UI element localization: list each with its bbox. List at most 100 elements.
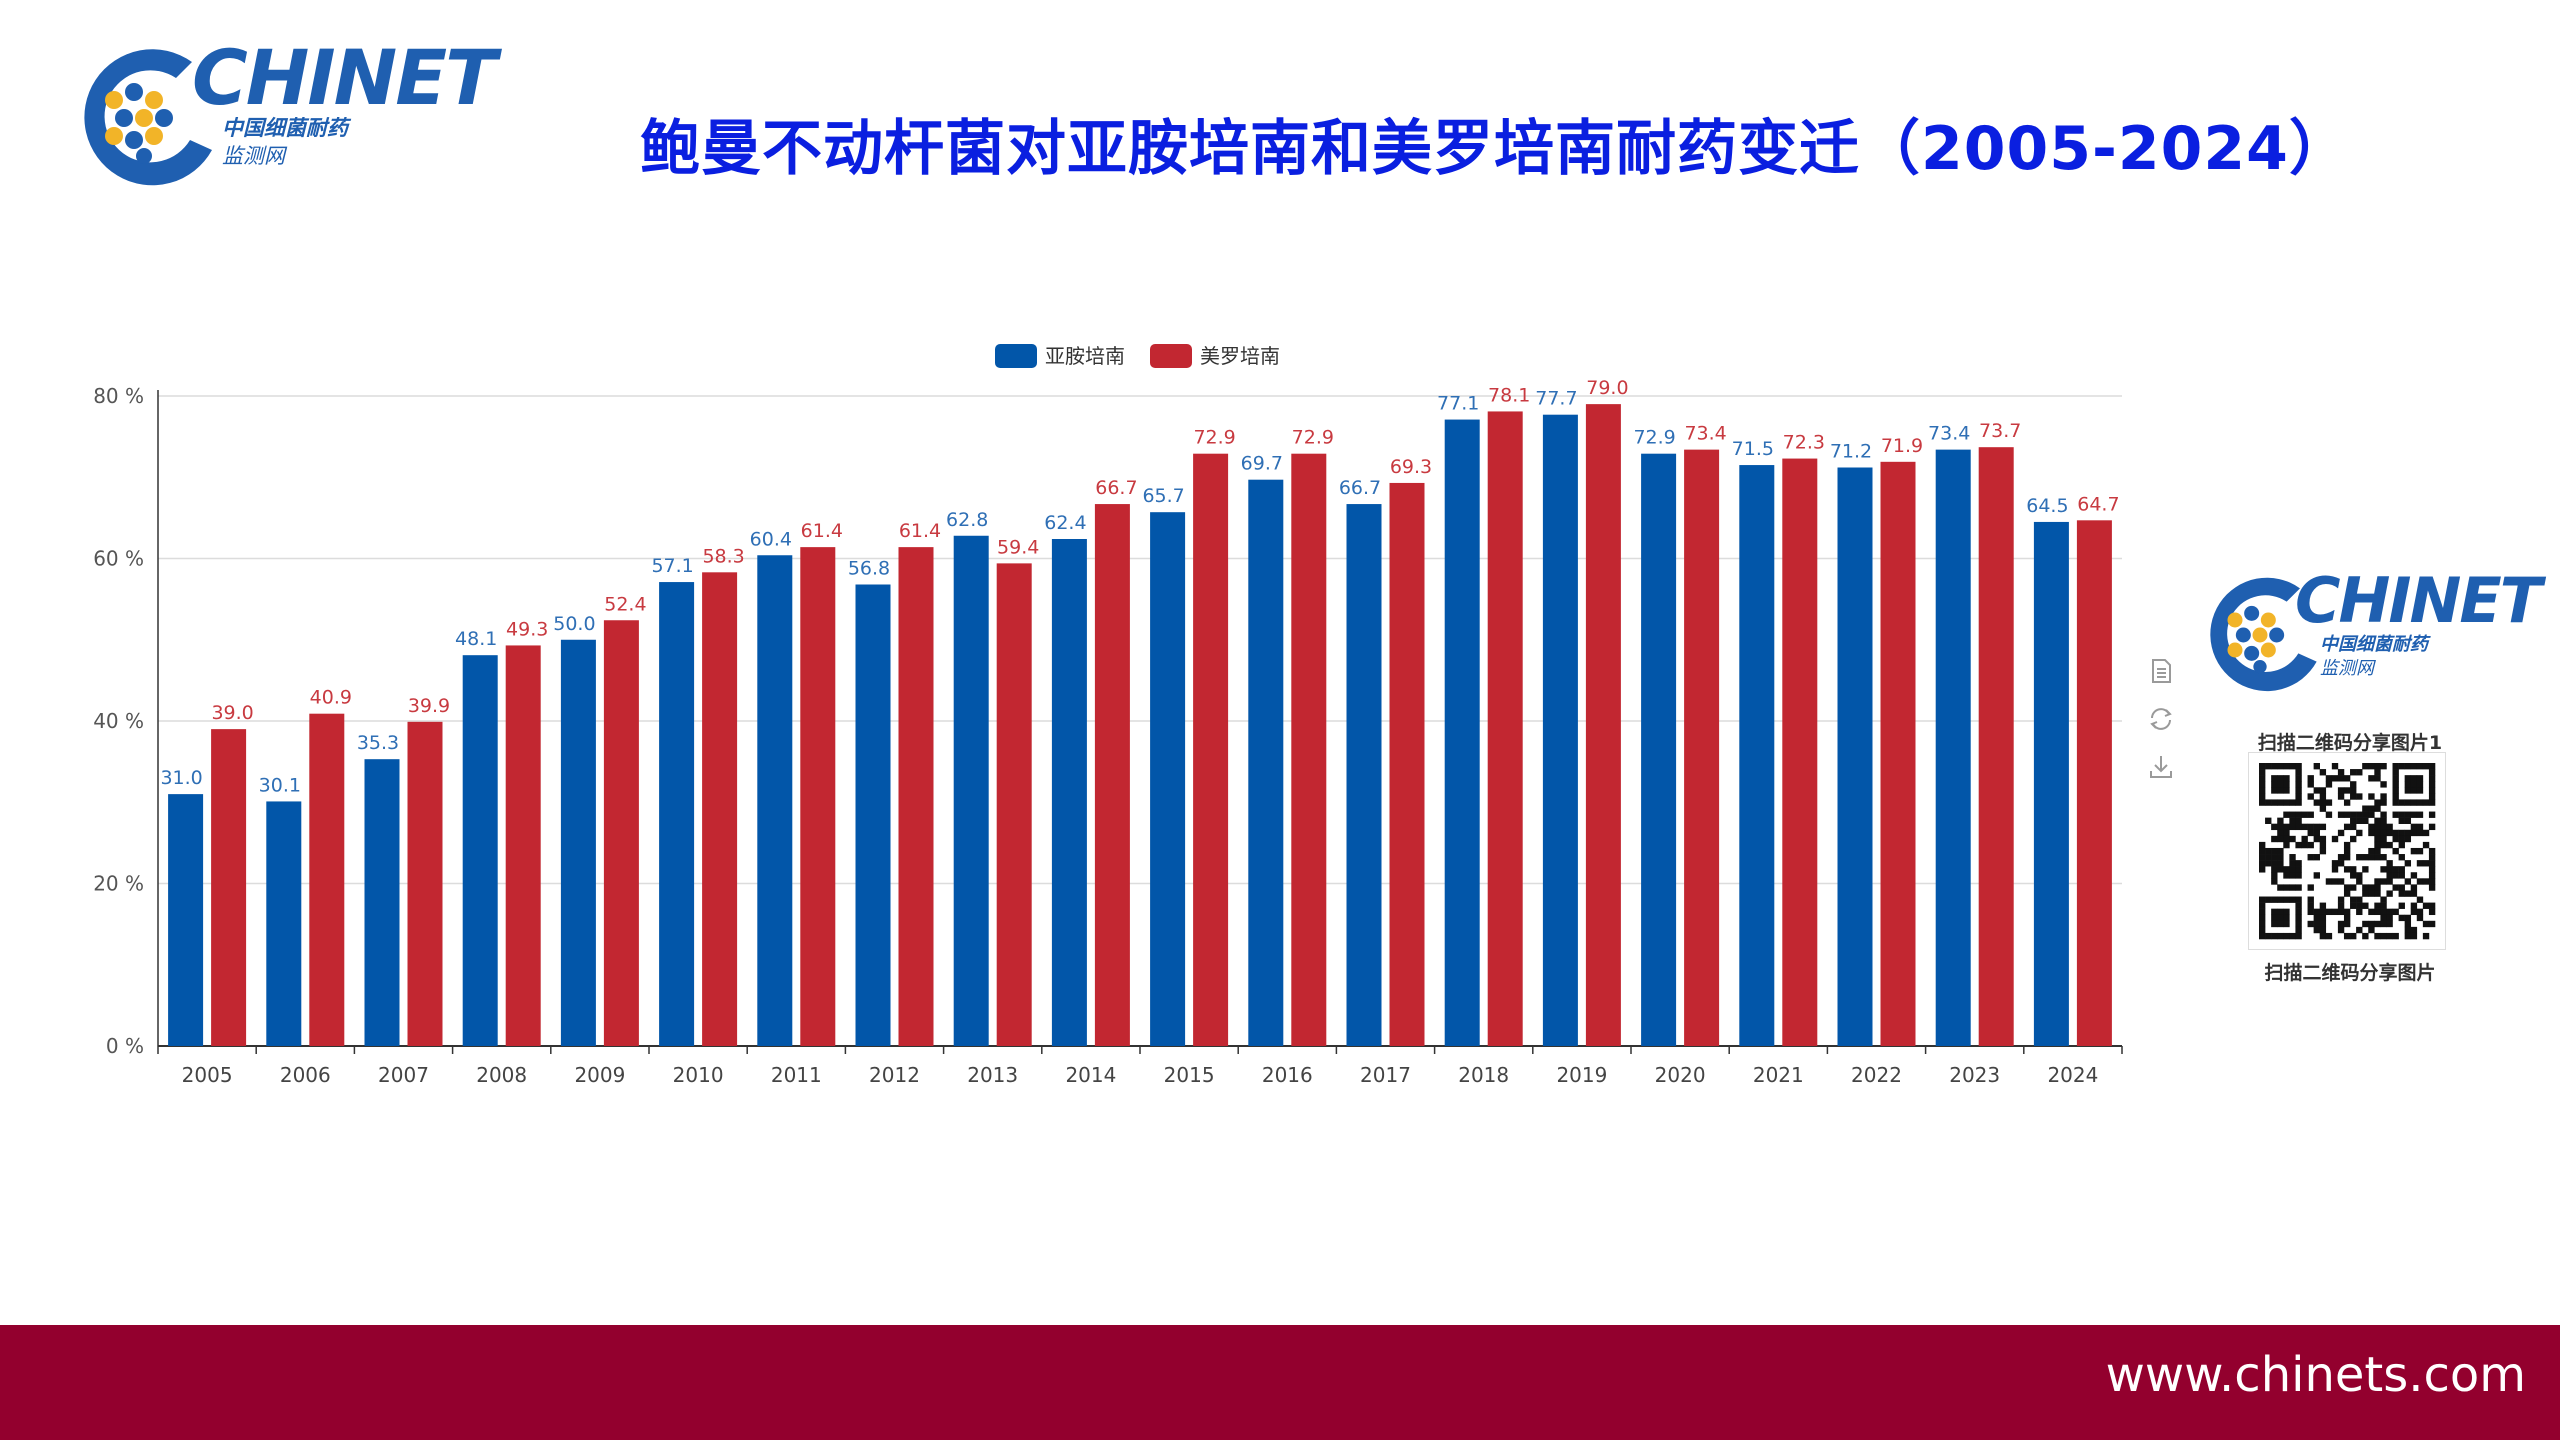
data-label-imipenem: 48.1 <box>455 628 497 650</box>
bar-meropenem <box>1193 453 1229 1046</box>
data-label-imipenem: 31.0 <box>160 767 202 789</box>
footer-url[interactable]: www.chinets.com <box>2105 1347 2526 1403</box>
bar-imipenem <box>560 639 596 1046</box>
data-label-meropenem: 64.7 <box>2077 493 2119 515</box>
bar-meropenem <box>1291 453 1327 1046</box>
bar-imipenem <box>1248 479 1284 1046</box>
bar-meropenem <box>996 563 1032 1046</box>
bar-meropenem <box>898 547 934 1046</box>
legend-label: 美罗培南 <box>1200 344 1280 368</box>
x-tick-label: 2023 <box>1949 1063 2000 1087</box>
bar-imipenem <box>1739 465 1775 1046</box>
qr-code-icon <box>2259 763 2436 940</box>
data-label-meropenem: 61.4 <box>801 520 843 542</box>
bar-meropenem <box>1684 449 1720 1046</box>
data-label-meropenem: 39.9 <box>408 695 450 717</box>
bar-meropenem <box>800 547 836 1046</box>
data-label-meropenem: 59.4 <box>997 536 1039 558</box>
data-label-imipenem: 56.8 <box>848 558 890 580</box>
x-tick-label: 2022 <box>1851 1063 1902 1087</box>
data-label-meropenem: 66.7 <box>1095 477 1137 499</box>
bar-meropenem <box>1978 447 2014 1046</box>
bar-imipenem <box>364 759 400 1046</box>
bar-imipenem <box>266 801 302 1046</box>
save-image-icon[interactable] <box>2146 752 2176 782</box>
bar-meropenem <box>1094 504 1130 1046</box>
bar-imipenem <box>1837 467 1873 1046</box>
y-tick-label: 20 % <box>93 872 144 896</box>
restore-icon[interactable] <box>2146 704 2176 734</box>
bar-meropenem <box>1487 411 1523 1046</box>
data-label-imipenem: 72.9 <box>1633 427 1675 449</box>
data-label-meropenem: 49.3 <box>506 618 548 640</box>
bar-meropenem <box>1585 404 1621 1046</box>
data-label-meropenem: 73.4 <box>1684 423 1726 445</box>
qr-caption-top: 扫描二维码分享图片1 <box>2257 732 2443 754</box>
x-tick-label: 2015 <box>1164 1063 1215 1087</box>
legend-swatch <box>1150 344 1192 368</box>
y-tick-label: 0 % <box>106 1034 144 1058</box>
data-label-meropenem: 40.9 <box>310 687 352 709</box>
x-tick-label: 2018 <box>1458 1063 1509 1087</box>
x-tick-label: 2010 <box>673 1063 724 1087</box>
bar-imipenem <box>1641 453 1677 1046</box>
logo-subtitle-2: 监测网 <box>222 144 285 168</box>
logo-subtitle: 中国细菌耐药 <box>2320 634 2428 655</box>
bar-imipenem <box>1150 512 1186 1046</box>
bar-imipenem <box>953 535 989 1046</box>
logo-wordmark: CHINET <box>192 33 497 122</box>
chinet-logo: CHINET 中国细菌耐药 监测网 <box>72 40 497 190</box>
bar-imipenem <box>757 555 793 1046</box>
data-label-imipenem: 65.7 <box>1142 485 1184 507</box>
x-tick-label: 2011 <box>771 1063 822 1087</box>
y-tick-label: 80 % <box>93 384 144 408</box>
bar-imipenem <box>462 655 498 1046</box>
data-label-imipenem: 50.0 <box>553 613 595 635</box>
data-label-imipenem: 73.4 <box>1928 423 1970 445</box>
bar-meropenem <box>1880 461 1916 1046</box>
bar-meropenem <box>211 729 247 1046</box>
data-label-meropenem: 39.0 <box>211 702 253 724</box>
legend-label: 亚胺培南 <box>1045 344 1125 368</box>
bar-meropenem <box>603 620 639 1046</box>
qr-code[interactable] <box>2248 752 2446 950</box>
data-label-meropenem: 69.3 <box>1390 456 1432 478</box>
y-tick-label: 40 % <box>93 709 144 733</box>
data-label-imipenem: 71.5 <box>1732 438 1774 460</box>
data-label-imipenem: 57.1 <box>651 555 693 577</box>
data-label-meropenem: 73.7 <box>1979 420 2021 442</box>
bar-imipenem <box>168 794 204 1046</box>
bar-imipenem <box>1935 449 1971 1046</box>
data-label-imipenem: 71.2 <box>1830 441 1872 463</box>
bar-meropenem <box>407 721 443 1046</box>
x-tick-label: 2014 <box>1065 1063 1116 1087</box>
data-label-meropenem: 61.4 <box>899 520 941 542</box>
page-title: 鲍曼不动杆菌对亚胺培南和美罗培南耐药变迁（2005-2024） <box>640 114 2350 184</box>
data-label-imipenem: 60.4 <box>750 528 792 550</box>
footer-bar: www.chinets.com <box>0 1325 2560 1440</box>
data-label-meropenem: 79.0 <box>1586 377 1628 399</box>
x-tick-label: 2008 <box>476 1063 527 1087</box>
logo-globe-icon <box>2210 577 2317 692</box>
data-label-meropenem: 71.9 <box>1881 435 1923 457</box>
data-label-imipenem: 35.3 <box>357 732 399 754</box>
data-label-meropenem: 78.1 <box>1488 384 1530 406</box>
x-tick-label: 2019 <box>1556 1063 1607 1087</box>
data-label-imipenem: 30.1 <box>259 774 301 796</box>
bar-meropenem <box>1389 482 1425 1046</box>
x-tick-label: 2024 <box>2047 1063 2098 1087</box>
data-label-imipenem: 66.7 <box>1339 477 1381 499</box>
bar-meropenem <box>702 572 738 1046</box>
x-tick-label: 2006 <box>280 1063 331 1087</box>
logo-subtitle-2: 监测网 <box>2320 658 2374 679</box>
x-tick-label: 2005 <box>182 1063 233 1087</box>
data-label-meropenem: 72.9 <box>1292 427 1334 449</box>
x-tick-label: 2013 <box>967 1063 1018 1087</box>
x-tick-label: 2020 <box>1655 1063 1706 1087</box>
logo-subtitle: 中国细菌耐药 <box>222 116 348 140</box>
data-view-icon[interactable] <box>2146 656 2176 686</box>
data-label-imipenem: 64.5 <box>2026 495 2068 517</box>
legend-swatch <box>995 344 1037 368</box>
bar-imipenem <box>1346 504 1382 1046</box>
qr-caption-bottom: 扫描二维码分享图片 <box>2264 962 2436 984</box>
